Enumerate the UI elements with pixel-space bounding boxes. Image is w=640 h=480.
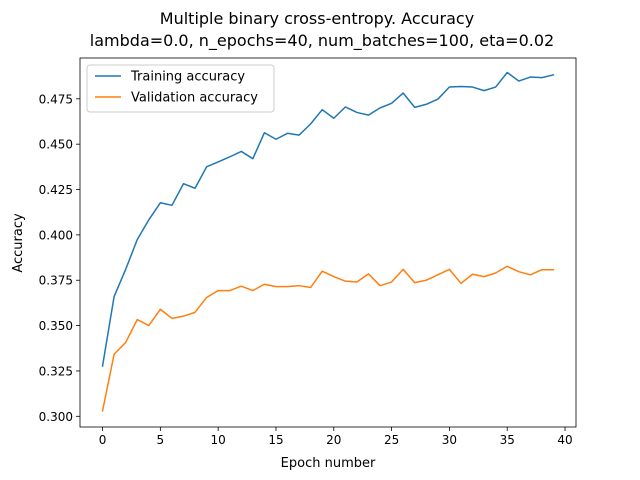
series-line-1: [101, 265, 555, 412]
chart-subtitle: lambda=0.0, n_epochs=40, num_batches=100…: [90, 31, 554, 51]
y-tick-label: 0.475: [39, 92, 73, 106]
y-tick-label: 0.425: [39, 183, 73, 197]
series-line-0: [101, 71, 555, 367]
x-axis-label: Epoch number: [281, 456, 376, 471]
y-axis-label: Accuracy: [11, 213, 26, 273]
y-tick-label: 0.300: [39, 410, 73, 424]
axes-frame: [79, 57, 577, 428]
legend: Training accuracy Validation accuracy: [86, 64, 275, 113]
legend-label-0: Training accuracy: [130, 70, 245, 85]
y-tick-label: 0.400: [39, 228, 73, 242]
x-tick-label: 5: [157, 433, 165, 447]
x-tick-label: 40: [557, 433, 572, 447]
x-tick-label: 25: [384, 433, 399, 447]
chart-title: Multiple binary cross-entropy. Accuracy: [160, 9, 474, 28]
legend-box: [86, 64, 275, 113]
y-tick-label: 0.450: [39, 138, 73, 152]
y-tick-label: 0.325: [39, 364, 73, 378]
plot-area: 0 5 10 15 20 25 30 35 40 0.300 0.325 0.350 0.375 0.40…: [39, 57, 577, 447]
x-tick-label: 15: [268, 433, 283, 447]
x-tick-label: 20: [326, 433, 341, 447]
x-tick-label: 10: [211, 433, 226, 447]
y-tick-label: 0.350: [39, 319, 73, 333]
x-tick-label: 35: [500, 433, 515, 447]
y-tick-label: 0.375: [39, 274, 73, 288]
x-tick-label: 0: [99, 433, 107, 447]
legend-label-1: Validation accuracy: [131, 91, 258, 106]
x-tick-label: 30: [442, 433, 457, 447]
